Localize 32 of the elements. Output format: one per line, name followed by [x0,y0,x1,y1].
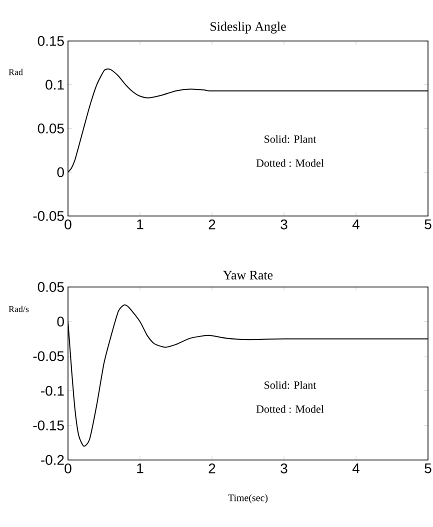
y-tick-label: 0.1 [46,80,64,90]
annotation: Solid: Plant [264,135,316,143]
x-tick-label: 2 [208,464,216,474]
x-tick-label: 5 [424,464,432,474]
x-tick-label: 3 [280,464,288,474]
y-tick-label: -0.2 [41,455,64,465]
annotation: Dotted : Model [256,159,324,167]
y-tick-label: 0.15 [38,36,64,46]
x-axis-title: Time(sec) [228,494,268,504]
y-tick-label: -0.1 [41,386,64,396]
y-tick-label: -0.15 [33,420,64,430]
y-tick-label: -0.05 [33,211,64,221]
y-tick-label: 0.05 [38,282,64,292]
y-axis-title: Rad/s [8,306,29,312]
x-tick-label: 4 [352,220,360,230]
y-tick-label: 0.05 [38,124,64,134]
annotation: Dotted : Model [256,405,324,413]
x-tick-label: 0 [64,464,72,474]
y-tick-label: -0.05 [33,351,64,362]
y-axis-title: Rad [8,68,23,76]
y-tick-label: 0 [57,316,64,327]
chart-title: Sideslip Angle [210,22,286,34]
chart-title: Yaw Rate [223,270,273,280]
x-tick-label: 1 [137,220,144,230]
y-tick-label: 0 [57,167,64,178]
x-tick-label: 4 [352,464,360,474]
x-tick-label: 2 [208,220,216,230]
annotation: Solid: Plant [264,381,316,389]
x-tick-label: 5 [424,220,432,230]
x-tick-label: 1 [137,464,144,474]
x-tick-label: 0 [64,220,72,230]
x-tick-label: 3 [280,220,288,230]
